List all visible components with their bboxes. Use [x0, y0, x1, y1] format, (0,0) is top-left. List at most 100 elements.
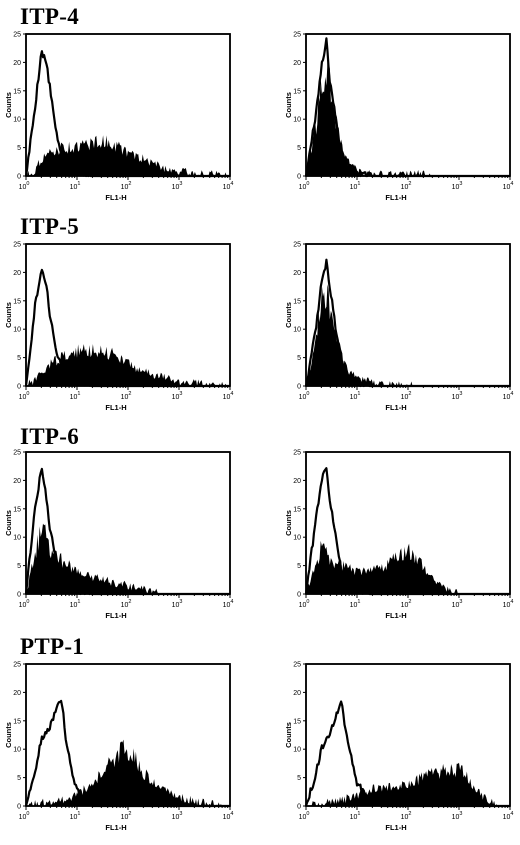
- x-tick-label: 102: [121, 181, 132, 191]
- y-tick-label: 20: [13, 478, 21, 485]
- y-tick-label: 5: [17, 355, 21, 362]
- plot-frame: [305, 663, 511, 807]
- y-axis-label: Counts: [4, 510, 13, 536]
- y-tick-label: 10: [293, 747, 301, 754]
- x-axis-label: FL1-H: [385, 403, 406, 412]
- filled-histogram-series: [26, 739, 230, 806]
- x-tick-label: 101: [70, 599, 81, 609]
- filled-histogram-series: [306, 762, 510, 806]
- y-tick-label: 5: [17, 145, 21, 152]
- x-tick-label: 104: [503, 599, 514, 609]
- x-tick-label: 102: [401, 811, 412, 821]
- histogram-svg: 0 5 10 15 20 25 100 101 102 103 104 FL1-H Counts: [284, 242, 513, 413]
- y-tick-label: 15: [293, 298, 301, 305]
- y-tick-label: 20: [293, 690, 301, 697]
- y-tick-label: 25: [13, 450, 21, 457]
- x-axis-label: FL1-H: [385, 611, 406, 620]
- x-tick-label: 103: [452, 181, 463, 191]
- y-tick-label: 25: [293, 662, 301, 669]
- y-tick-label: 15: [293, 718, 301, 725]
- y-tick-label: 20: [293, 478, 301, 485]
- x-tick-label: 104: [223, 391, 234, 401]
- histogram-itp-5-left: 0 5 10 15 20 25 100 101 102 103 104 FL1-H Counts: [2, 240, 234, 420]
- y-tick-label: 20: [13, 690, 21, 697]
- histogram-itp-4-right: 0 5 10 15 20 25 100 101 102 103 104 FL1-H Counts: [282, 30, 514, 210]
- y-tick-label: 20: [13, 270, 21, 277]
- filled-histogram-series: [306, 284, 510, 386]
- histogram-svg: 0 5 10 15 20 25 100 101 102 103 104 FL1-H Counts: [284, 662, 514, 833]
- y-tick-label: 25: [293, 450, 301, 457]
- x-tick-label: 101: [70, 811, 81, 821]
- x-tick-label: 101: [70, 391, 81, 401]
- y-axis-label: Counts: [284, 510, 293, 536]
- y-tick-label: 10: [13, 327, 21, 334]
- x-tick-label: 104: [223, 599, 234, 609]
- y-axis-label: Counts: [4, 92, 13, 118]
- y-tick-label: 5: [297, 145, 301, 152]
- histogram-svg: 0 5 10 15 20 25 100 101 102 103 104 FL1-H Counts: [4, 242, 234, 413]
- x-tick-label: 102: [121, 811, 132, 821]
- x-tick-label: 102: [121, 391, 132, 401]
- x-axis-label: FL1-H: [105, 193, 126, 202]
- filled-histogram-series: [306, 540, 510, 594]
- y-tick-label: 20: [293, 270, 301, 277]
- x-tick-label: 100: [299, 811, 310, 821]
- filled-histogram-series: [26, 344, 230, 386]
- histogram-ptp-1-right: 0 5 10 15 20 25 100 101 102 103 104 FL1-H Counts: [282, 660, 514, 840]
- y-tick-label: 0: [17, 804, 21, 811]
- x-tick-label: 100: [299, 391, 310, 401]
- y-tick-label: 20: [293, 60, 301, 67]
- y-tick-label: 0: [17, 384, 21, 391]
- x-tick-label: 100: [299, 181, 310, 191]
- x-tick-label: 100: [19, 181, 30, 191]
- y-tick-label: 25: [13, 242, 21, 249]
- row-title-ptp-1: PTP-1: [20, 634, 85, 659]
- y-tick-label: 10: [293, 117, 301, 124]
- y-tick-label: 15: [13, 718, 21, 725]
- y-tick-label: 5: [297, 355, 301, 362]
- histogram-svg: 0 5 10 15 20 25 100 101 102 103 104 FL1-H Counts: [284, 450, 514, 621]
- x-tick-label: 101: [350, 391, 361, 401]
- x-tick-label: 103: [172, 391, 183, 401]
- x-axis-label: FL1-H: [105, 823, 126, 832]
- histogram-ptp-1-left: 0 5 10 15 20 25 100 101 102 103 104 FL1-H Counts: [2, 660, 234, 840]
- y-tick-label: 0: [297, 174, 301, 181]
- x-axis-label: FL1-H: [385, 193, 406, 202]
- x-tick-label: 103: [452, 391, 463, 401]
- y-tick-label: 15: [293, 88, 301, 95]
- row-title-itp-4: ITP-4: [20, 4, 79, 29]
- x-tick-label: 102: [401, 391, 412, 401]
- histogram-svg: 0 5 10 15 20 25 100 101 102 103 104 FL1-H Counts: [4, 662, 234, 833]
- x-tick-label: 103: [452, 599, 463, 609]
- y-tick-label: 5: [297, 775, 301, 782]
- filled-histogram-series: [26, 135, 230, 176]
- histogram-itp-6-right: 0 5 10 15 20 25 100 101 102 103 104 FL1-H Counts: [282, 448, 514, 628]
- x-tick-label: 101: [350, 181, 361, 191]
- filled-histogram-series: [26, 523, 230, 594]
- x-tick-label: 102: [401, 599, 412, 609]
- y-axis-label: Counts: [284, 92, 293, 118]
- x-tick-label: 104: [503, 811, 514, 821]
- filled-histogram-series: [306, 60, 510, 177]
- y-tick-label: 0: [297, 384, 301, 391]
- y-tick-label: 15: [13, 88, 21, 95]
- y-tick-label: 10: [293, 327, 301, 334]
- y-tick-label: 0: [17, 592, 21, 599]
- y-tick-label: 0: [297, 804, 301, 811]
- x-tick-label: 103: [172, 811, 183, 821]
- y-tick-label: 10: [13, 117, 21, 124]
- row-title-itp-5: ITP-5: [20, 214, 79, 239]
- y-tick-label: 0: [297, 592, 301, 599]
- histogram-itp-4-left: 0 5 10 15 20 25 100 101 102 103 104 FL1-H Counts: [2, 30, 234, 210]
- x-tick-label: 100: [19, 811, 30, 821]
- x-tick-label: 100: [19, 599, 30, 609]
- histogram-itp-5-right: 0 5 10 15 20 25 100 101 102 103 104 FL1-H Counts: [282, 240, 514, 420]
- y-axis-label: Counts: [284, 302, 293, 328]
- histogram-itp-6-left: 0 5 10 15 20 25 100 101 102 103 104 FL1-H Counts: [2, 448, 234, 628]
- x-tick-label: 104: [223, 811, 234, 821]
- y-axis-label: Counts: [284, 722, 293, 748]
- y-tick-label: 0: [17, 174, 21, 181]
- x-axis-label: FL1-H: [105, 611, 126, 620]
- x-tick-label: 103: [452, 811, 463, 821]
- y-tick-label: 5: [297, 563, 301, 570]
